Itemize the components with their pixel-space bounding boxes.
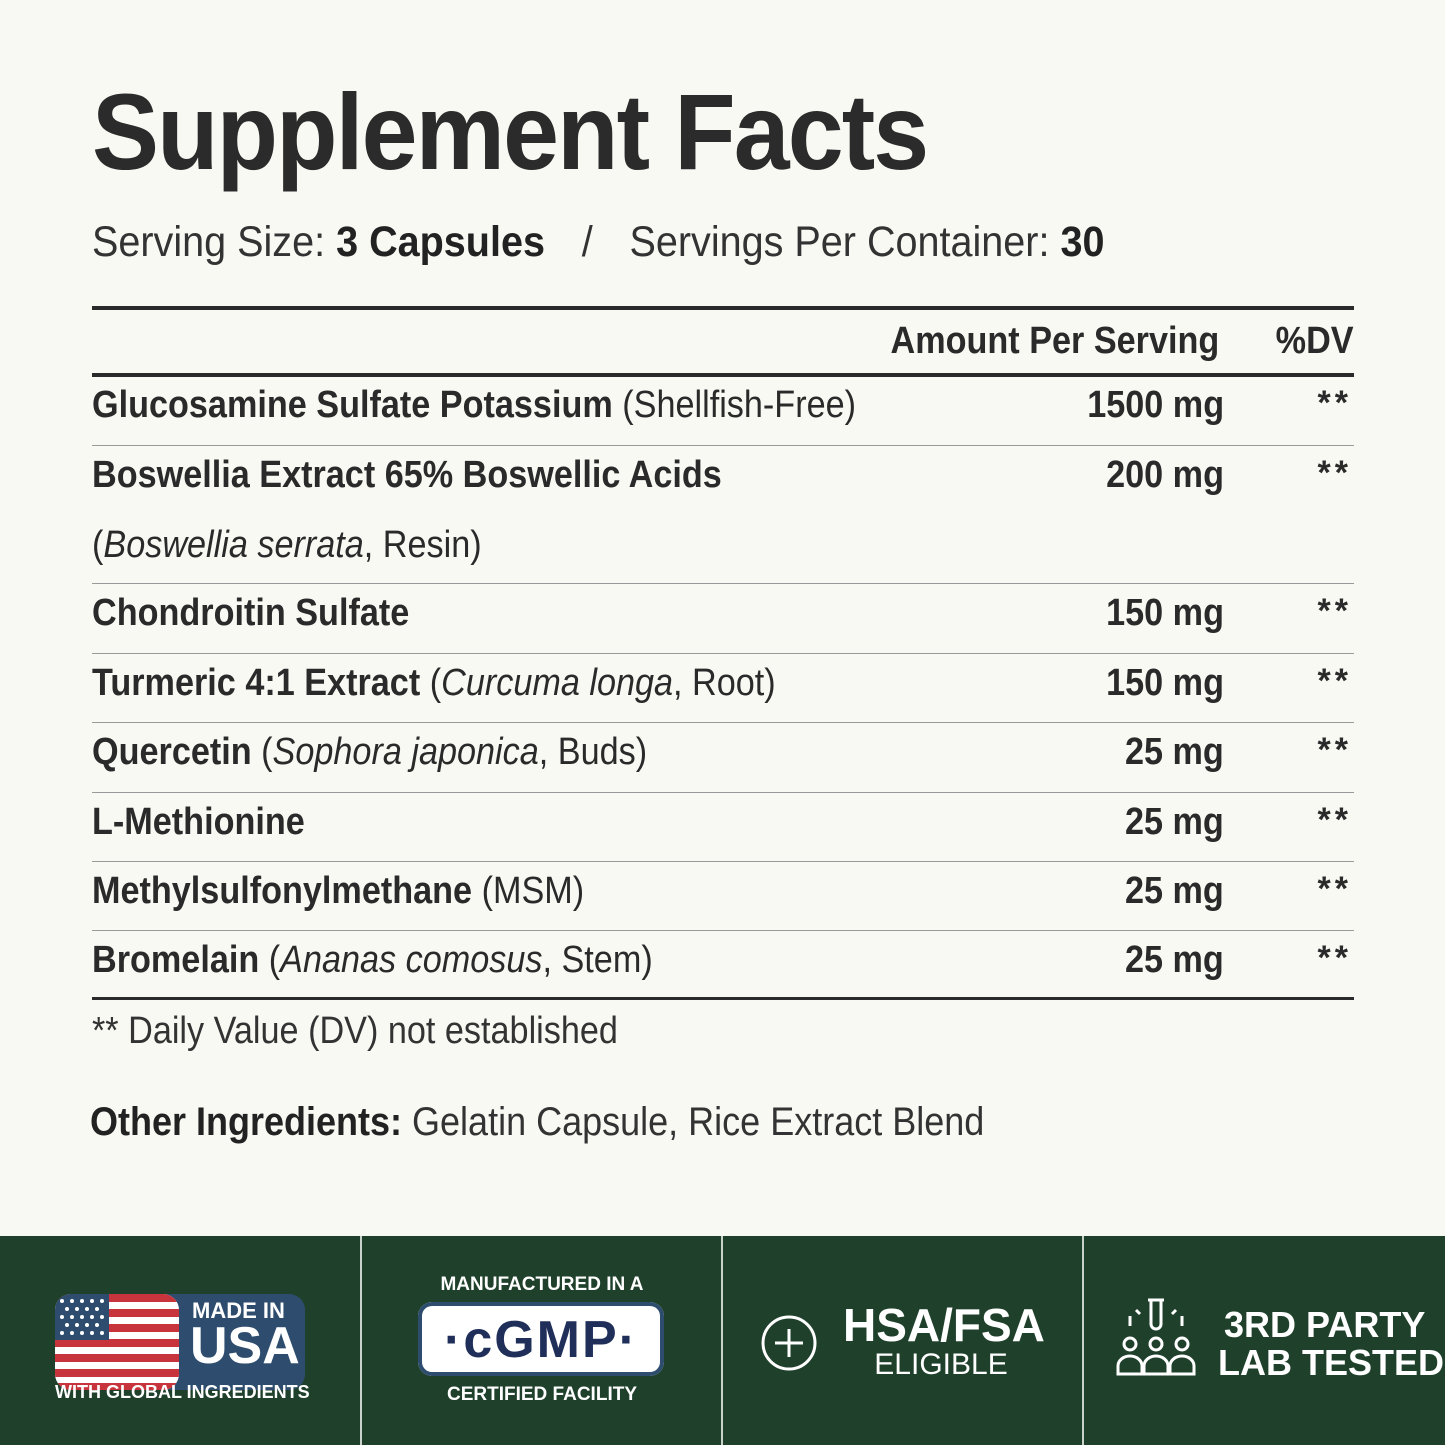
ingredient-name-cell: Chondroitin Sulfate — [92, 592, 409, 635]
ingredient-name-cell: Turmeric 4:1 Extract (Curcuma longa, Roo… — [92, 662, 776, 705]
serving-info: Serving Size: 3 Capsules / Servings Per … — [92, 218, 1104, 267]
table-top-rule — [92, 306, 1354, 310]
other-ingredients: Other Ingredients: Gelatin Capsule, Rice… — [90, 1100, 984, 1145]
ingredient-detail: , Resin) — [363, 524, 482, 566]
ingredient-detail: , Root) — [673, 662, 776, 704]
other-ingredients-value: Gelatin Capsule, Rice Extract Blend — [402, 1100, 985, 1144]
ingredient-amount: 25 mg — [1125, 939, 1224, 981]
ingredient-source-line: (Boswellia serrata, Resin) — [92, 524, 482, 567]
page-title: Supplement Facts — [92, 71, 929, 192]
row-divider — [92, 722, 1354, 723]
servings-per-container-value: 30 — [1060, 218, 1105, 266]
ingredient-name: Bromelain — [92, 939, 260, 981]
ingredient-name-cell: Methylsulfonylmethane (MSM) — [92, 870, 584, 913]
ingredient-dv: ** — [1317, 870, 1352, 908]
badge-separator — [360, 1236, 362, 1445]
ingredient-name-cell: Bromelain (Ananas comosus, Stem) — [92, 939, 653, 982]
ingredient-name: Boswellia Extract 65% Boswellic Acids — [92, 454, 722, 496]
ingredient-detail-open: ( — [612, 384, 634, 426]
us-flag-icon — [55, 1294, 305, 1390]
table-header-rule — [92, 373, 1354, 377]
serving-size-value: 3 Capsules — [336, 218, 545, 266]
ingredient-dv: ** — [1317, 662, 1352, 700]
plus-circle-icon — [761, 1315, 817, 1371]
row-divider — [92, 583, 1354, 584]
ingredient-dv: ** — [1317, 801, 1352, 839]
ingredient-name-cell: Quercetin (Sophora japonica, Buds) — [92, 731, 647, 774]
ingredient-name: Turmeric 4:1 Extract — [92, 662, 421, 704]
trust-badge-band: MADE IN USA WITH GLOBAL INGREDIENTS MANU… — [0, 1236, 1445, 1445]
cgmp-label: ·cGMP· — [444, 1311, 638, 1369]
usa-label: USA — [190, 1317, 300, 1375]
ingredient-detail-open: ( — [251, 731, 273, 773]
serving-separator: / — [581, 218, 593, 266]
ingredient-amount: 1500 mg — [1087, 384, 1224, 426]
ingredient-detail-open: ( — [259, 939, 281, 981]
ingredient-amount: 150 mg — [1106, 662, 1224, 704]
lab-tested-label: LAB TESTED — [1218, 1342, 1445, 1383]
ingredient-name: Quercetin — [92, 731, 252, 773]
header-amount-per-serving: Amount Per Serving — [890, 320, 1219, 362]
row-divider — [92, 653, 1354, 654]
ingredient-detail-open: ( — [92, 524, 104, 566]
row-divider — [92, 792, 1354, 793]
ingredient-latin-name: Ananas comosus — [280, 939, 543, 981]
ingredient-amount: 25 mg — [1125, 870, 1224, 912]
ingredient-amount: 150 mg — [1106, 592, 1224, 634]
lab-test-tube-people-icon — [1116, 1298, 1196, 1376]
made-in-label: MADE IN — [192, 1298, 285, 1323]
cgmp-top-label: MANUFACTURED IN A — [440, 1274, 644, 1295]
ingredient-latin-name: Curcuma longa — [441, 662, 674, 704]
cgmp-seal: ·cGMP· — [418, 1302, 664, 1376]
ingredient-detail: , Stem) — [542, 939, 653, 981]
row-divider — [92, 445, 1354, 446]
ingredient-detail-open: ( — [472, 870, 493, 912]
ingredient-amount: 200 mg — [1106, 454, 1224, 496]
ingredient-dv: ** — [1317, 939, 1352, 977]
ingredient-latin-name: Boswellia serrata — [103, 524, 364, 566]
ingredient-name: Chondroitin Sulfate — [92, 592, 410, 634]
serving-size-label: Serving Size: — [92, 218, 326, 266]
badge-separator — [721, 1236, 723, 1445]
ingredient-dv: ** — [1317, 731, 1352, 769]
ingredient-name: L-Methionine — [92, 801, 305, 843]
dv-footnote: ** Daily Value (DV) not established — [92, 1010, 618, 1052]
ingredient-dv: ** — [1317, 454, 1352, 492]
ingredient-dv: ** — [1317, 592, 1352, 630]
ingredient-detail: Shellfish-Free) — [633, 384, 857, 426]
global-ingredients-label: WITH GLOBAL INGREDIENTS — [55, 1382, 310, 1402]
cgmp-bottom-label: CERTIFIED FACILITY — [447, 1384, 637, 1405]
ingredient-name: Glucosamine Sulfate Potassium — [92, 384, 613, 426]
ingredient-amount: 25 mg — [1125, 801, 1224, 843]
badge-separator — [1082, 1236, 1084, 1445]
ingredient-name-cell: L-Methionine — [92, 801, 305, 844]
servings-per-container-label: Servings Per Container: — [629, 218, 1050, 266]
ingredient-detail: MSM) — [492, 870, 585, 912]
other-ingredients-label: Other Ingredients: — [90, 1100, 403, 1144]
table-bottom-rule — [92, 997, 1354, 1000]
ingredient-dv: ** — [1317, 384, 1352, 422]
ingredient-detail: , Buds) — [538, 731, 648, 773]
third-party-label: 3RD PARTY — [1224, 1304, 1426, 1345]
ingredient-detail-open: ( — [420, 662, 442, 704]
eligible-label: ELIGIBLE — [874, 1348, 1008, 1381]
header-dv: %DV — [1276, 320, 1354, 362]
ingredient-name-cell: Glucosamine Sulfate Potassium (Shellfish… — [92, 384, 856, 427]
ingredient-name-cell: Boswellia Extract 65% Boswellic Acids — [92, 454, 722, 497]
ingredient-latin-name: Sophora japonica — [272, 731, 539, 773]
ingredient-name: Methylsulfonylmethane — [92, 870, 473, 912]
row-divider — [92, 930, 1354, 931]
ingredient-amount: 25 mg — [1125, 731, 1224, 773]
row-divider — [92, 861, 1354, 862]
hsa-fsa-label: HSA/FSA — [843, 1299, 1045, 1351]
